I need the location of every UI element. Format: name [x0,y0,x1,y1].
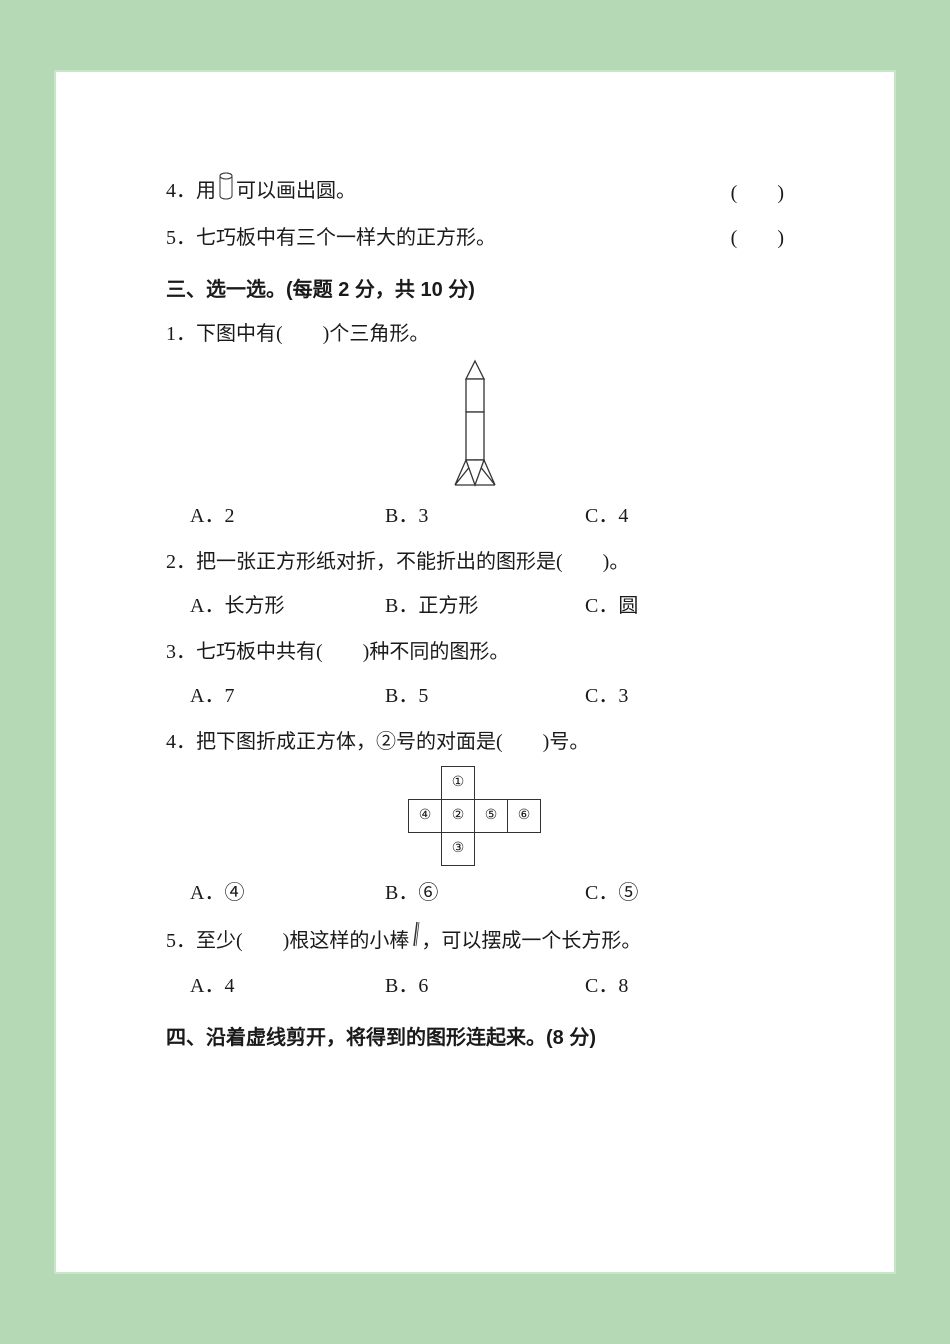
q5-options: A．4 B．6 C．8 [166,967,784,1005]
cylinder-icon [218,172,234,213]
cube-net-icon: ① ④ ② ⑤ ⑥ ③ [409,767,541,866]
q3-opt-a: A．7 [190,677,385,715]
tf-item-5: 5．七巧板中有三个一样大的正方形。 ( ) [166,219,784,257]
paper-frame: 4．用可以画出圆。 ( ) 5．七巧板中有三个一样大的正方形。 ( ) 三、选一… [54,70,896,1274]
rocket-icon [451,359,499,489]
tf5-text: 5．七巧板中有三个一样大的正方形。 [166,219,496,257]
section-3-title: 三、选一选。(每题 2 分，共 10 分) [166,271,784,309]
q5-text: 5．至少( )根这样的小棒 ，可以摆成一个长方形。 [166,920,784,961]
q3-text: 3．七巧板中共有( )种不同的图形。 [166,633,784,671]
q2-opt-c: C．圆 [585,587,638,625]
document-content: 4．用可以画出圆。 ( ) 5．七巧板中有三个一样大的正方形。 ( ) 三、选一… [166,172,784,1063]
q1-figure [166,359,784,489]
tf5-blank: ( ) [714,219,784,257]
q4-text: 4．把下图折成正方体，②号的对面是( )号。 [166,723,784,761]
q4-opt-b: B．⑥ [385,874,585,912]
q4-opt-c: C．⑤ [585,874,638,912]
tf5-body: 七巧板中有三个一样大的正方形。 [196,227,496,249]
q5-opt-b: B．6 [385,967,585,1005]
q1-opt-a: A．2 [190,497,385,535]
q3-opt-c: C．3 [585,677,628,715]
q4-opt-a: A．④ [190,874,385,912]
net-right1: ⑤ [474,799,508,833]
net-top: ① [441,766,475,800]
stick-icon [409,920,421,961]
q2-text: 2．把一张正方形纸对折，不能折出的图形是( )。 [166,543,784,581]
net-right2: ⑥ [507,799,541,833]
q2-opt-b: B．正方形 [385,587,585,625]
q2-options: A．长方形 B．正方形 C．圆 [166,587,784,625]
q5-opt-c: C．8 [585,967,628,1005]
q5-after: ，可以摆成一个长方形。 [421,922,641,960]
q3-options: A．7 B．5 C．3 [166,677,784,715]
q2-opt-a: A．长方形 [190,587,385,625]
q5-before: 5．至少( )根这样的小棒 [166,922,409,960]
q3-opt-b: B．5 [385,677,585,715]
tf4-line: 4．用可以画出圆。 [166,172,356,213]
tf4-after: 可以画出圆。 [236,180,356,202]
q1-opt-b: B．3 [385,497,585,535]
tf4-num: 4． [166,180,196,202]
tf-item-4: 4．用可以画出圆。 ( ) [166,172,784,213]
net-bottom: ③ [441,832,475,866]
tf4-before: 用 [196,180,216,202]
q5-opt-a: A．4 [190,967,385,1005]
q4-figure: ① ④ ② ⑤ ⑥ ③ [166,767,784,866]
net-left: ④ [408,799,442,833]
section-4-title: 四、沿着虚线剪开，将得到的图形连起来。(8 分) [166,1019,784,1057]
q1-opt-c: C．4 [585,497,628,535]
net-center: ② [441,799,475,833]
q1-options: A．2 B．3 C．4 [166,497,784,535]
tf4-blank: ( ) [714,174,784,212]
tf5-num: 5． [166,227,196,249]
q1-text: 1．下图中有( )个三角形。 [166,315,784,353]
q4-options: A．④ B．⑥ C．⑤ [166,874,784,912]
